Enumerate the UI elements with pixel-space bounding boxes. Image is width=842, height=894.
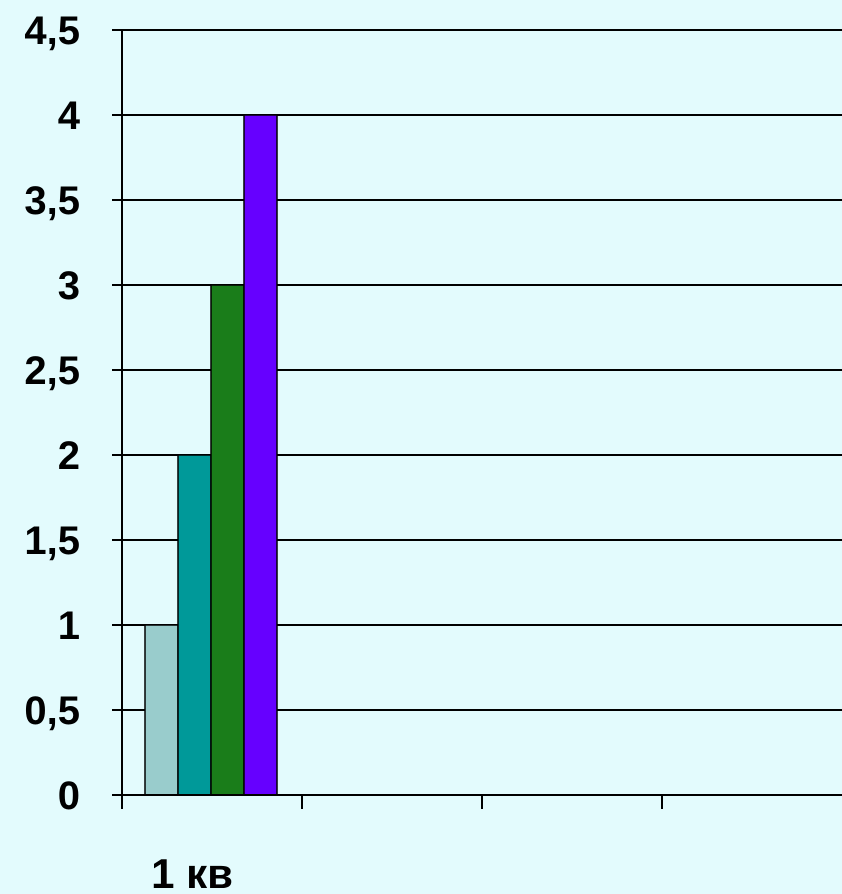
y-tick-label: 3 (58, 264, 80, 308)
bar (144, 624, 179, 796)
bar (210, 284, 245, 796)
y-tick-label: 0 (58, 774, 80, 818)
x-category-labels: 1 кв (151, 850, 233, 894)
y-tick-label: 4,5 (24, 9, 80, 53)
y-tick-labels: 0 0,5 1 1,5 2 2,5 3 3,5 4 4,5 (24, 9, 80, 818)
axes (112, 29, 842, 809)
y-tick-label: 2 (58, 434, 80, 478)
y-tick-label: 0,5 (24, 689, 80, 733)
y-tick-label: 4 (58, 94, 81, 138)
bar (177, 454, 212, 796)
y-tick-label: 1,5 (24, 519, 80, 563)
y-tick-label: 3,5 (24, 179, 80, 223)
bar (243, 114, 278, 796)
y-tick-label: 2,5 (24, 349, 80, 393)
x-category-label: 1 кв (151, 850, 233, 894)
y-tick-label: 1 (58, 604, 80, 648)
bars (144, 114, 278, 796)
